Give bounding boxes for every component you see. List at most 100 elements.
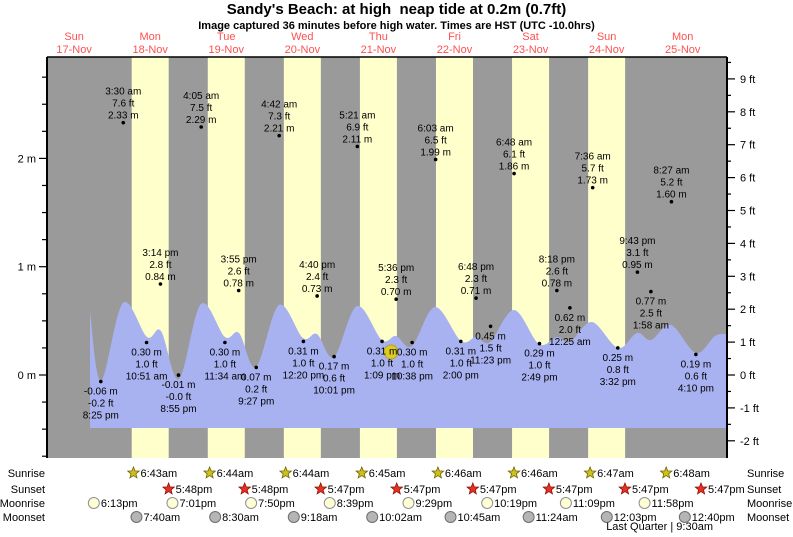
high-tide-annotation: 5:36 pm bbox=[378, 263, 414, 274]
moonset-time: 12:03pm bbox=[614, 512, 657, 524]
day-label-weekday: Sat bbox=[522, 31, 539, 43]
moonset-time: 10:02am bbox=[379, 512, 422, 524]
sunset-star-icon bbox=[237, 481, 252, 495]
low-tide-annotation: 0.31 m bbox=[288, 346, 319, 357]
day-label-weekday: Wed bbox=[291, 31, 313, 43]
low-tide-annotation: 1.0 ft bbox=[371, 358, 393, 369]
high-tide-annotation: 1.99 m bbox=[420, 147, 451, 158]
high-tide-annotation: 0.73 m bbox=[302, 284, 333, 295]
sunrise-time: 6:44am bbox=[217, 468, 254, 480]
sunset-star-icon bbox=[313, 481, 328, 495]
right-axis-label: 4 ft bbox=[740, 238, 755, 250]
day-label-weekday: Mon bbox=[140, 31, 161, 43]
day-label-weekday: Sun bbox=[64, 31, 84, 43]
moonset-time: 10:45am bbox=[458, 512, 501, 524]
high-tide-dot bbox=[433, 157, 438, 162]
low-tide-dot bbox=[254, 365, 259, 370]
low-tide-dot bbox=[223, 340, 227, 345]
day-label-date: 25-Nov bbox=[665, 44, 701, 56]
low-tide-annotation: -0.2 ft bbox=[88, 398, 114, 409]
high-tide-annotation: 6:48 am bbox=[496, 138, 532, 149]
high-tide-annotation: 6.9 ft bbox=[346, 122, 368, 133]
low-tide-annotation: 0.45 m bbox=[475, 331, 506, 342]
sunrise-time: 6:45am bbox=[369, 468, 406, 480]
moonrise-icon bbox=[166, 497, 179, 509]
low-tide-annotation: 0.30 m bbox=[397, 348, 428, 359]
high-tide-annotation: 3.1 ft bbox=[626, 248, 648, 259]
high-tide-dot bbox=[277, 133, 282, 138]
high-tide-annotation: 6:48 pm bbox=[458, 262, 494, 273]
high-tide-dot bbox=[555, 288, 559, 293]
sunrise-star-icon bbox=[507, 465, 521, 479]
day-label-date: 17-Nov bbox=[56, 44, 92, 56]
high-tide-annotation: 7:36 am bbox=[575, 152, 611, 163]
moonset-icon bbox=[209, 511, 222, 523]
sunrise-star-icon bbox=[583, 465, 597, 479]
page-subtitle: Image captured 36 minutes before high wa… bbox=[198, 20, 595, 32]
sunrise-star-icon bbox=[202, 465, 217, 479]
low-tide-dot bbox=[568, 306, 572, 310]
moonrise-icon bbox=[87, 497, 100, 509]
moonrise-time: 10:19pm bbox=[494, 498, 537, 510]
low-tide-annotation: 3:32 pm bbox=[600, 377, 636, 388]
high-tide-annotation: 3:14 pm bbox=[142, 248, 178, 259]
high-tide-annotation: 0.95 m bbox=[622, 260, 653, 271]
moonrise-icon bbox=[481, 497, 494, 509]
low-tide-dot bbox=[301, 339, 306, 344]
high-tide-annotation: 1.73 m bbox=[577, 176, 608, 187]
sunrise-time: 6:43am bbox=[140, 468, 177, 480]
high-tide-dot bbox=[474, 296, 478, 300]
low-tide-annotation: 2:00 pm bbox=[443, 370, 479, 381]
high-tide-dot bbox=[158, 282, 163, 286]
high-tide-annotation: 2.6 ft bbox=[546, 267, 568, 278]
right-axis-label: 5 ft bbox=[740, 206, 755, 218]
sunrise-time: 6:46am bbox=[445, 468, 482, 480]
low-tide-annotation: 1.0 ft bbox=[401, 360, 423, 371]
moonrise-icon bbox=[245, 497, 258, 509]
high-tide-annotation: 2.11 m bbox=[342, 134, 372, 145]
moonrise-time: 6:13pm bbox=[101, 498, 138, 510]
moonset-icon bbox=[287, 511, 300, 523]
low-tide-annotation: 0.2 ft bbox=[245, 384, 267, 395]
low-tide-annotation: 0.30 m bbox=[131, 348, 162, 359]
moonrise-time: 11:58pm bbox=[652, 498, 694, 510]
day-label-date: 18-Nov bbox=[132, 44, 168, 56]
sunset-star-icon bbox=[161, 481, 176, 495]
right-axis-label: 0 ft bbox=[740, 370, 755, 382]
high-tide-annotation: 2.3 ft bbox=[385, 275, 407, 286]
high-tide-annotation: 5.2 ft bbox=[660, 178, 682, 189]
sunset-time: 5:47pm bbox=[480, 484, 517, 496]
low-tide-annotation: 2.0 ft bbox=[559, 325, 581, 336]
astro-row-label-right: Moonset bbox=[747, 512, 789, 524]
day-label-date: 24-Nov bbox=[589, 44, 625, 56]
high-tide-annotation: 1.86 m bbox=[499, 162, 530, 173]
high-tide-annotation: 0.70 m bbox=[381, 287, 412, 298]
low-tide-dot bbox=[332, 354, 336, 359]
moonset-time: 7:40am bbox=[143, 512, 180, 524]
moonset-icon bbox=[600, 511, 613, 523]
moon-phase-note: Last Quarter | 9:30am bbox=[606, 521, 713, 533]
low-tide-annotation: -0.0 ft bbox=[166, 392, 192, 403]
low-tide-dot bbox=[537, 341, 542, 346]
high-tide-annotation: 0.78 m bbox=[542, 279, 573, 290]
moonset-time: 11:24am bbox=[536, 512, 578, 524]
high-tide-dot bbox=[394, 297, 398, 301]
day-label-weekday: Fri bbox=[448, 31, 461, 43]
low-tide-dot bbox=[176, 373, 181, 377]
low-tide-dot bbox=[99, 379, 103, 384]
low-tide-annotation: 0.31 m bbox=[446, 346, 477, 357]
sunset-time: 5:47pm bbox=[404, 484, 441, 496]
high-tide-annotation: 1.60 m bbox=[656, 190, 687, 201]
sunset-time: 5:47pm bbox=[556, 484, 593, 496]
moonrise-icon bbox=[323, 497, 336, 509]
low-tide-annotation: 1.0 ft bbox=[450, 358, 472, 369]
sunset-star-icon bbox=[618, 481, 632, 495]
low-tide-annotation: 0.31 m bbox=[367, 346, 398, 357]
left-axis-label: 0 m bbox=[18, 370, 36, 382]
low-tide-annotation: 1:58 am bbox=[633, 321, 669, 332]
sunset-star-icon bbox=[466, 481, 480, 495]
moonrise-time: 8:39pm bbox=[337, 498, 374, 510]
high-tide-dot bbox=[121, 120, 126, 125]
low-tide-annotation: 0.17 m bbox=[319, 362, 350, 373]
